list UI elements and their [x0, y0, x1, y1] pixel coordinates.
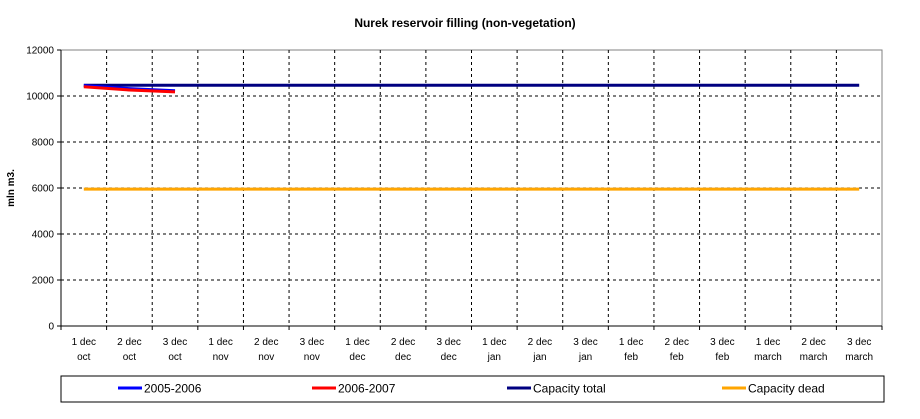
chart-title: Nurek reservoir filling (non-vegetation): [354, 16, 575, 30]
y-tick-label: 0: [48, 322, 54, 333]
y-tick-label: 2000: [32, 276, 55, 287]
x-tick-label: 2 dec march: [800, 337, 828, 363]
x-tick-label: 1 dec jan: [482, 337, 506, 363]
y-tick-label: 6000: [32, 184, 55, 195]
y-axis-label: mln m3.: [6, 169, 17, 207]
legend-label: 2006-2007: [338, 382, 396, 396]
x-tick-label: 3 dec jan: [573, 337, 597, 363]
x-tick-label: 3 dec oct: [163, 337, 187, 363]
x-tick-label: 2 dec jan: [528, 337, 552, 363]
y-tick-label: 12000: [26, 46, 54, 57]
x-tick-label: 1 dec dec: [345, 337, 369, 363]
x-tick-label: 1 dec nov: [208, 337, 232, 363]
x-tick-label: 2 dec feb: [665, 337, 689, 363]
x-tick-label: 1 dec march: [754, 337, 782, 363]
x-tick-label: 1 dec oct: [72, 337, 96, 363]
legend-items: 2005-2006 2006-2007 Capacity total Capacity…: [118, 382, 825, 396]
x-tick-label: 2 dec nov: [254, 337, 278, 363]
x-tick-label: 1 dec feb: [619, 337, 643, 363]
legend-label: 2005-2006: [144, 382, 202, 396]
legend-label: Capacity total: [533, 382, 606, 396]
x-axis: 1 dec oct 2 dec oct 3 dec oct 1 dec nov 2 dec nov…: [60, 325, 883, 363]
x-tick-label: 2 dec dec: [391, 337, 415, 363]
series-group: [83, 83, 860, 191]
x-tick-label: 3 dec feb: [710, 337, 734, 363]
y-tick-label: 8000: [32, 138, 55, 149]
x-tick-label: 3 dec march: [845, 337, 873, 363]
y-axis: 0 2000 4000 6000 8000 10000 12000: [26, 46, 62, 333]
x-tick-label: 3 dec dec: [436, 337, 460, 363]
x-tick-label: 3 dec nov: [300, 337, 324, 363]
legend: [60, 375, 885, 403]
legend-label: Capacity dead: [748, 382, 825, 396]
series-line-2006-2007: [83, 85, 176, 94]
y-tick-label: 10000: [26, 92, 54, 103]
x-tick-label: 2 dec oct: [117, 337, 141, 363]
y-tick-label: 4000: [32, 230, 55, 241]
